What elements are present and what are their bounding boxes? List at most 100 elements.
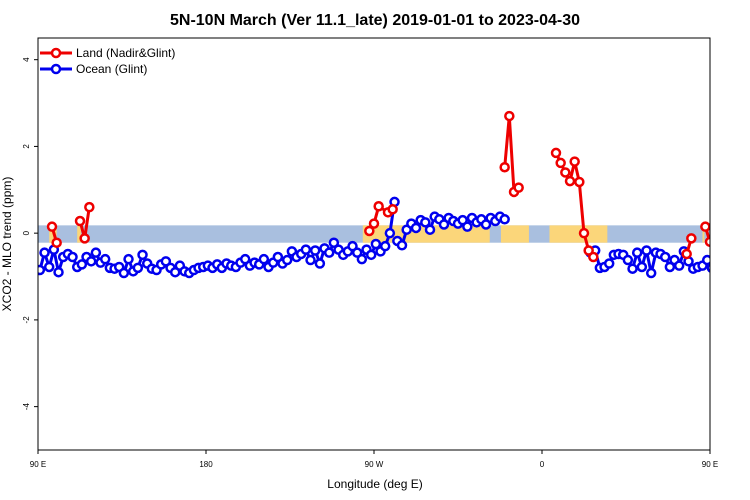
data-point bbox=[314, 258, 326, 269]
data-point bbox=[588, 251, 599, 263]
data-point bbox=[574, 176, 585, 188]
data-point bbox=[328, 237, 340, 248]
data-point bbox=[499, 161, 510, 173]
series-line bbox=[503, 114, 520, 194]
data-point bbox=[364, 225, 375, 237]
data-point bbox=[365, 249, 377, 261]
data-point bbox=[550, 147, 562, 159]
data-point bbox=[410, 222, 422, 234]
data-point bbox=[622, 254, 634, 266]
data-point bbox=[706, 262, 710, 273]
land-band-segment bbox=[77, 225, 81, 243]
data-point bbox=[38, 264, 46, 276]
data-point bbox=[356, 253, 368, 265]
data-point bbox=[43, 261, 55, 273]
x-tick-label: 180 bbox=[199, 460, 213, 469]
data-point bbox=[727, 255, 735, 263]
data-point bbox=[729, 203, 737, 211]
data-point bbox=[118, 267, 130, 279]
x-axis-label: Longitude (deg E) bbox=[327, 477, 422, 491]
data-point bbox=[731, 260, 739, 268]
data-point bbox=[555, 157, 566, 169]
legend-marker-land bbox=[50, 47, 62, 59]
land-band-segment bbox=[702, 225, 705, 243]
data-point bbox=[700, 221, 710, 232]
legend: Land (Nadir&Glint) Ocean (Glint) bbox=[40, 46, 175, 76]
legend-marker-ocean bbox=[50, 63, 62, 75]
data-point bbox=[578, 227, 590, 239]
data-point bbox=[53, 266, 64, 278]
y-tick-label: -4 bbox=[22, 403, 31, 411]
data-point bbox=[736, 266, 744, 274]
data-point bbox=[701, 254, 710, 266]
data-point bbox=[84, 201, 95, 213]
data-point bbox=[673, 260, 685, 271]
data-point bbox=[85, 256, 97, 267]
data-point bbox=[725, 234, 733, 242]
data-point bbox=[132, 262, 144, 274]
data-point bbox=[560, 167, 571, 178]
data-point bbox=[46, 221, 58, 232]
x-tick-label: 0 bbox=[540, 460, 545, 469]
x-tick-label: 90 E bbox=[702, 460, 718, 469]
y-axis-ticks: -4 -2 0 2 4 bbox=[22, 57, 38, 410]
data-point bbox=[627, 263, 638, 274]
chart-title: 5N-10N March (Ver 11.1_late) 2019-01-01 … bbox=[170, 12, 580, 29]
data-point bbox=[504, 110, 515, 122]
data-point bbox=[39, 247, 50, 258]
y-tick-label: -2 bbox=[22, 316, 31, 324]
data-point bbox=[420, 217, 431, 228]
data-point bbox=[396, 240, 408, 251]
series-land bbox=[46, 110, 737, 263]
data-point bbox=[499, 214, 510, 225]
data-point bbox=[564, 175, 576, 187]
data-point bbox=[717, 251, 725, 259]
data-point bbox=[368, 218, 380, 229]
data-point bbox=[323, 247, 335, 258]
data-point bbox=[704, 236, 710, 248]
data-point bbox=[281, 254, 293, 266]
data-point bbox=[387, 204, 398, 215]
data-point bbox=[631, 247, 643, 258]
data-point bbox=[462, 221, 473, 232]
legend-label-ocean: Ocean (Glint) bbox=[76, 62, 147, 76]
x-tick-label: 90 E bbox=[30, 460, 46, 469]
data-point bbox=[300, 244, 312, 255]
data-point bbox=[123, 253, 134, 265]
data-point bbox=[741, 253, 749, 261]
land-ocean-band bbox=[38, 225, 710, 243]
series-line bbox=[724, 207, 733, 238]
x-tick-label: 90 W bbox=[365, 460, 384, 469]
data-point bbox=[384, 227, 396, 239]
series-layer bbox=[38, 110, 749, 279]
data-point bbox=[641, 245, 652, 256]
data-point bbox=[67, 251, 78, 263]
data-point bbox=[79, 233, 90, 244]
y-tick-label: 0 bbox=[22, 230, 31, 235]
y-tick-label: 4 bbox=[22, 57, 31, 62]
data-point bbox=[74, 215, 86, 227]
y-tick-label: 2 bbox=[22, 144, 31, 149]
y-axis-label: XCO2 - MLO trend (ppm) bbox=[0, 177, 14, 312]
land-band-segment bbox=[500, 225, 529, 243]
data-point bbox=[645, 267, 657, 279]
data-point bbox=[305, 254, 316, 266]
data-point bbox=[51, 237, 62, 248]
data-point bbox=[258, 253, 270, 265]
data-point bbox=[659, 251, 671, 263]
data-point bbox=[370, 238, 382, 250]
data-point bbox=[90, 247, 102, 258]
legend-label-land: Land (Nadir&Glint) bbox=[76, 46, 175, 60]
data-point bbox=[713, 269, 721, 277]
data-point bbox=[99, 253, 111, 265]
data-point bbox=[373, 201, 384, 212]
data-point bbox=[76, 259, 88, 270]
data-point bbox=[686, 233, 697, 244]
x-axis-ticks: 90 E 180 90 W 0 90 E bbox=[30, 450, 718, 469]
data-point bbox=[664, 261, 676, 273]
data-point bbox=[722, 263, 730, 271]
series-ocean bbox=[38, 196, 749, 279]
data-point bbox=[569, 156, 580, 167]
data-point bbox=[424, 224, 436, 235]
